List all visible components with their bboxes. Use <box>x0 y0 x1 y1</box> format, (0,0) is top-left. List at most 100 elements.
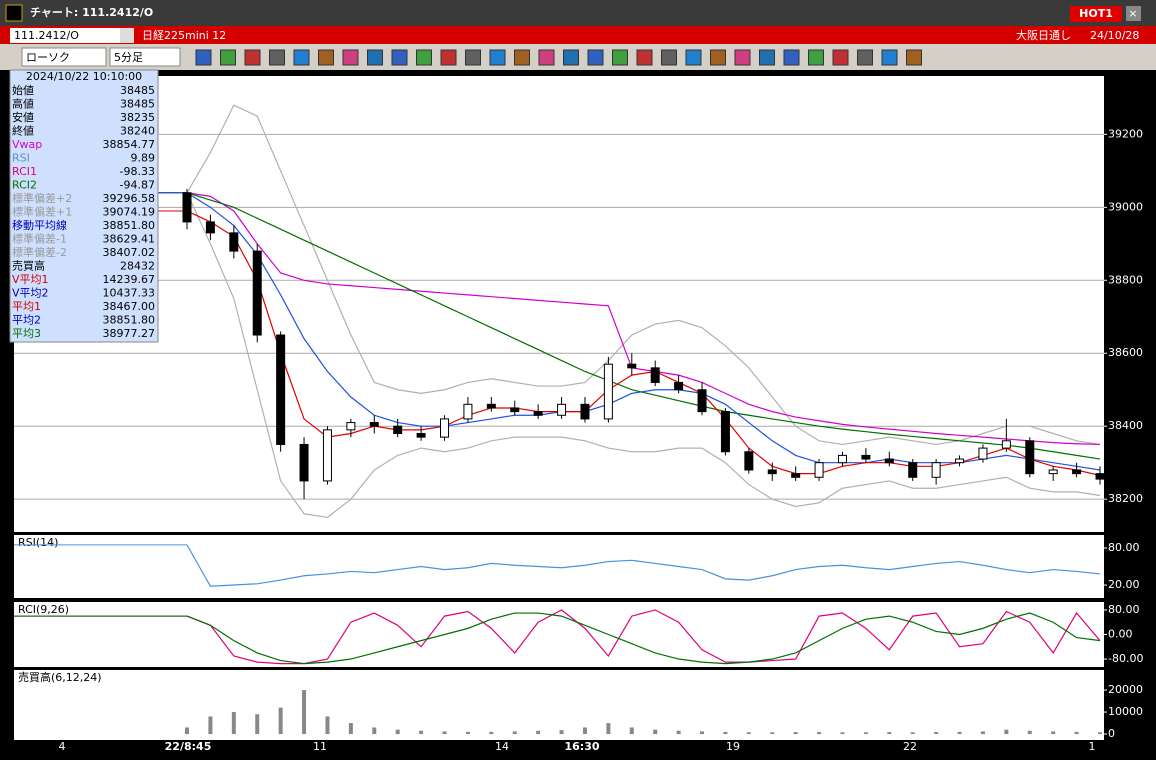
price-pane <box>14 76 1104 532</box>
hot-button[interactable] <box>1070 6 1122 22</box>
candle-body <box>416 433 426 438</box>
chart-type-select[interactable] <box>21 47 107 67</box>
info-label: RCI1 <box>12 165 37 178</box>
info-value: 38240 <box>120 125 155 138</box>
tool-icon[interactable] <box>563 49 579 66</box>
x-tick-label: 19 <box>726 740 740 753</box>
info-label: 標準偏差-1 <box>12 232 67 246</box>
hot-label: HOT1 <box>1079 7 1113 20</box>
tool-icon[interactable] <box>734 49 751 66</box>
tool-icon[interactable] <box>465 49 481 66</box>
tool-icon[interactable] <box>416 49 432 66</box>
y-tick-label: 20.00 <box>1108 578 1140 591</box>
tool-icon[interactable] <box>685 49 702 66</box>
info-label: 移動平均線 <box>12 218 67 232</box>
volume-bar <box>863 732 868 735</box>
info-label: 売買高 <box>12 259 45 273</box>
info-value: 14239.67 <box>103 273 156 286</box>
x-tick-label: 11 <box>313 740 327 753</box>
interval: 5分足 <box>114 51 143 64</box>
interval-select[interactable] <box>109 47 181 67</box>
tool-icon[interactable] <box>293 49 310 66</box>
volume-bar <box>442 731 447 735</box>
indicator-line <box>186 612 1101 665</box>
symbol-input[interactable] <box>10 28 134 43</box>
candle-body <box>1025 440 1035 475</box>
tool-icon[interactable] <box>220 49 236 66</box>
tool-icon[interactable] <box>906 49 922 66</box>
tool-icon[interactable] <box>514 49 530 66</box>
candle-body <box>837 454 847 464</box>
candle-body <box>978 447 988 460</box>
tool-icon[interactable] <box>710 49 726 66</box>
volume-bar <box>770 732 775 735</box>
tool-icon[interactable] <box>269 49 285 66</box>
tool-icon[interactable] <box>661 49 677 66</box>
volume-bar <box>629 727 634 735</box>
tool-icon[interactable] <box>538 49 555 66</box>
close-button[interactable] <box>1126 6 1141 21</box>
tool-icon[interactable] <box>808 49 824 66</box>
y-tick-label: 0 <box>1108 727 1115 740</box>
info-label: 標準偏差+2 <box>12 191 72 205</box>
tool-icon[interactable] <box>318 49 334 66</box>
candle-body <box>908 462 918 478</box>
volume-bar <box>793 732 798 735</box>
candle-body <box>393 425 403 435</box>
candle-body <box>229 232 239 252</box>
tool-icon[interactable] <box>440 49 457 66</box>
volume-bar <box>255 714 260 735</box>
candle-body <box>720 411 730 453</box>
tool-icon[interactable] <box>244 49 261 66</box>
volume-bar <box>606 723 611 735</box>
tool-icon[interactable] <box>342 49 359 66</box>
tool-icon[interactable] <box>759 49 775 66</box>
tool-icon[interactable] <box>783 49 800 66</box>
indicator-line <box>186 192 1101 471</box>
info-value: 39074.19 <box>103 206 156 219</box>
candle-body <box>674 381 684 391</box>
tool-icon[interactable] <box>636 49 653 66</box>
info-value: 38235 <box>120 111 155 124</box>
candle-body <box>440 418 450 438</box>
volume-bar <box>1074 731 1079 735</box>
title-bar <box>0 0 1156 26</box>
tool-icon[interactable] <box>857 49 873 66</box>
indicator-line <box>186 609 1101 665</box>
volume-bar <box>980 731 985 735</box>
indicator-line <box>186 192 1101 460</box>
info-label: 標準偏差-2 <box>12 245 67 259</box>
tool-icon[interactable] <box>195 49 212 66</box>
info-value: 38407.02 <box>103 246 156 259</box>
volume-bar <box>325 716 330 735</box>
info-label: 安値 <box>12 110 34 124</box>
tool-icon[interactable] <box>367 49 383 66</box>
symbol-dropdown[interactable] <box>120 28 134 43</box>
volume-bar <box>957 731 962 735</box>
volume-bar <box>723 731 728 735</box>
tool-icon[interactable] <box>612 49 628 66</box>
info-value: -94.87 <box>120 179 155 192</box>
y-tick-label: 39200 <box>1108 127 1143 140</box>
tool-icon[interactable] <box>881 49 898 66</box>
volume-bar <box>582 727 587 735</box>
x-tick-label: 14 <box>495 740 509 753</box>
rci-pane <box>14 602 1104 667</box>
tool-icon[interactable] <box>587 49 604 66</box>
info-value: 38485 <box>120 98 155 111</box>
volume-bar <box>653 729 658 735</box>
candle-body <box>767 469 777 475</box>
volume-bar <box>512 731 517 735</box>
info-label: RCI2 <box>12 179 37 192</box>
candle-body <box>557 403 567 416</box>
tool-icon[interactable] <box>489 49 506 66</box>
info-datetime: 2024/10/22 10:10:00 <box>26 70 142 83</box>
info-label: 平均3 <box>12 327 41 340</box>
tool-icon[interactable] <box>832 49 849 66</box>
candle-body <box>369 422 379 427</box>
info-label: Vwap <box>12 138 42 151</box>
tool-icon[interactable] <box>391 49 408 66</box>
y-tick-label: 39000 <box>1108 200 1143 213</box>
